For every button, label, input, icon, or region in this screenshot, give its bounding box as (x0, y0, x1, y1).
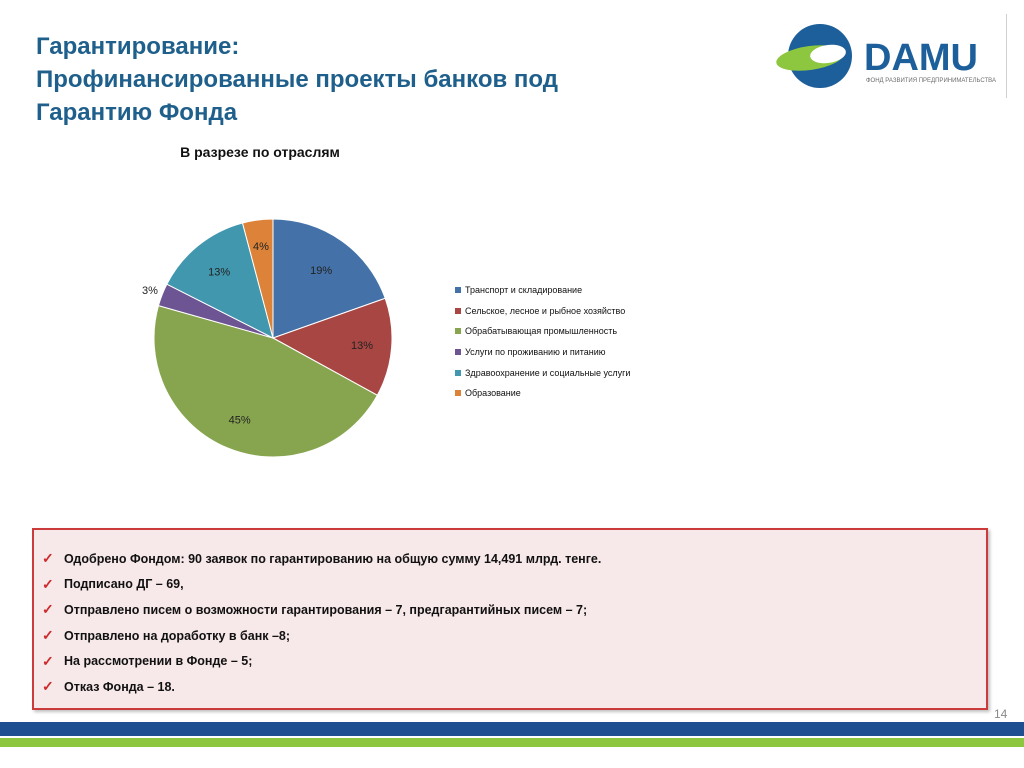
info-item-text: Отказ Фонда – 18. (64, 679, 175, 694)
pie-slice (153, 305, 378, 458)
legend-label: Услуги по проживанию и питанию (465, 347, 606, 358)
check-mark-icon: ✓ (42, 627, 54, 644)
damu-logo: DAMU ФОНД РАЗВИТИЯ ПРЕДПРИНИМАТЕЛЬСТВА (776, 24, 996, 88)
pie-slices (153, 218, 393, 458)
pie-slice (271, 297, 393, 396)
pie-slice (272, 218, 386, 339)
legend-item: Образование (455, 383, 630, 404)
data-label: 3% (142, 285, 158, 297)
slide-title: Гарантирование: Профинансированные проек… (36, 30, 736, 129)
info-item: ✓ Подписано ДГ – 69, (42, 572, 601, 598)
info-item-text: На рассмотрении в Фонде – 5; (64, 654, 253, 669)
legend-item: Обрабатывающая промышленность (455, 321, 630, 342)
check-mark-icon: ✓ (42, 678, 54, 695)
legend-item: Здравоохранение и социальные услуги (455, 362, 630, 383)
footer-band-blue (0, 722, 1024, 736)
info-list: ✓ Одобрено Фондом: 90 заявок по гарантир… (42, 546, 601, 700)
info-item: ✓ Отправлено писем о возможности гаранти… (42, 597, 601, 623)
page-number: 14 (994, 707, 1008, 721)
legend-swatch (455, 307, 461, 314)
legend-swatch (455, 287, 461, 294)
slide-title-line: Гарантирование: (36, 33, 240, 60)
slide-title-line: Профинансированные проекты банков под (36, 66, 558, 93)
footer-band-green (0, 738, 1024, 747)
check-mark-icon: ✓ (42, 652, 54, 669)
data-label: 13% (351, 340, 373, 352)
info-item: ✓ Одобрено Фондом: 90 заявок по гарантир… (42, 546, 601, 572)
legend-swatch (455, 328, 461, 335)
info-item-text: Подписано ДГ – 69, (64, 577, 184, 592)
info-item-text: Одобрено Фондом: 90 заявок по гарантиров… (64, 551, 602, 566)
info-item-text: Отправлено писем о возможности гарантиро… (64, 602, 588, 617)
data-label: 4% (253, 241, 269, 253)
pie-slice (166, 222, 274, 339)
check-mark-icon: ✓ (42, 601, 54, 618)
pie-slice (241, 218, 274, 339)
legend-label: Сельское, лесное и рыбное хозяйство (465, 305, 626, 316)
legend-item: Сельское, лесное и рыбное хозяйство (455, 301, 630, 322)
check-mark-icon: ✓ (42, 575, 54, 592)
info-item: ✓ Отказ Фонда – 18. (42, 674, 601, 700)
legend-item: Транспорт и складирование (455, 280, 630, 301)
legend-label: Транспорт и складирование (465, 285, 583, 296)
legend-swatch (455, 349, 461, 356)
legend-swatch (455, 369, 461, 376)
data-label: 13% (208, 266, 230, 278)
data-label: 19% (310, 265, 332, 277)
logo-divider (1006, 14, 1007, 98)
pie-chart: 19% 13% 45% 3% 13% 4% (142, 218, 393, 458)
data-label: 45% (229, 415, 251, 427)
check-mark-icon: ✓ (42, 550, 54, 567)
info-item-text: Отправлено на доработку в банк –8; (64, 628, 291, 643)
chart-title: В разрезе по отраслям (180, 144, 340, 160)
info-box: ✓ Одобрено Фондом: 90 заявок по гарантир… (32, 528, 988, 710)
pie-labels: 19% 13% 45% 3% 13% 4% (142, 241, 373, 427)
legend-item: Услуги по проживанию и питанию (455, 342, 630, 363)
info-item: ✓ На рассмотрении в Фонде – 5; (42, 648, 601, 674)
info-item: ✓ Отправлено на доработку в банк –8; (42, 623, 601, 649)
legend-label: Здравоохранение и социальные услуги (465, 367, 631, 378)
legend-label: Обрабатывающая промышленность (465, 326, 618, 337)
chart-legend: Транспорт и складирование Сельское, лесно… (455, 280, 630, 404)
legend-label: Образование (465, 388, 521, 399)
legend-swatch (455, 390, 461, 397)
logo-brand-text: DAMU (864, 37, 978, 79)
slide-title-line: Гарантию Фонда (36, 99, 238, 126)
logo-tagline-text: ФОНД РАЗВИТИЯ ПРЕДПРИНИМАТЕЛЬСТВА (866, 78, 996, 84)
